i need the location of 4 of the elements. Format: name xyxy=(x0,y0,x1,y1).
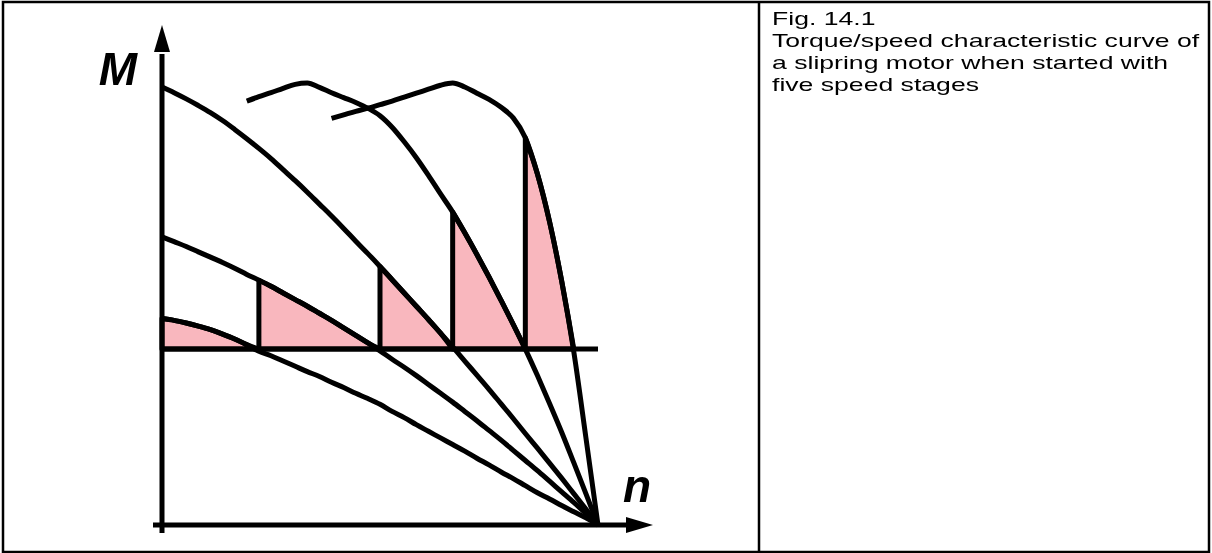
text: Torque/speed characteristic curve of a slipring motor when started with five speed stages xyxy=(772,29,1200,96)
y-axis-title: M xyxy=(98,43,139,95)
text: Fig. 14.1 xyxy=(772,7,876,30)
x-axis-title: n xyxy=(623,460,652,512)
